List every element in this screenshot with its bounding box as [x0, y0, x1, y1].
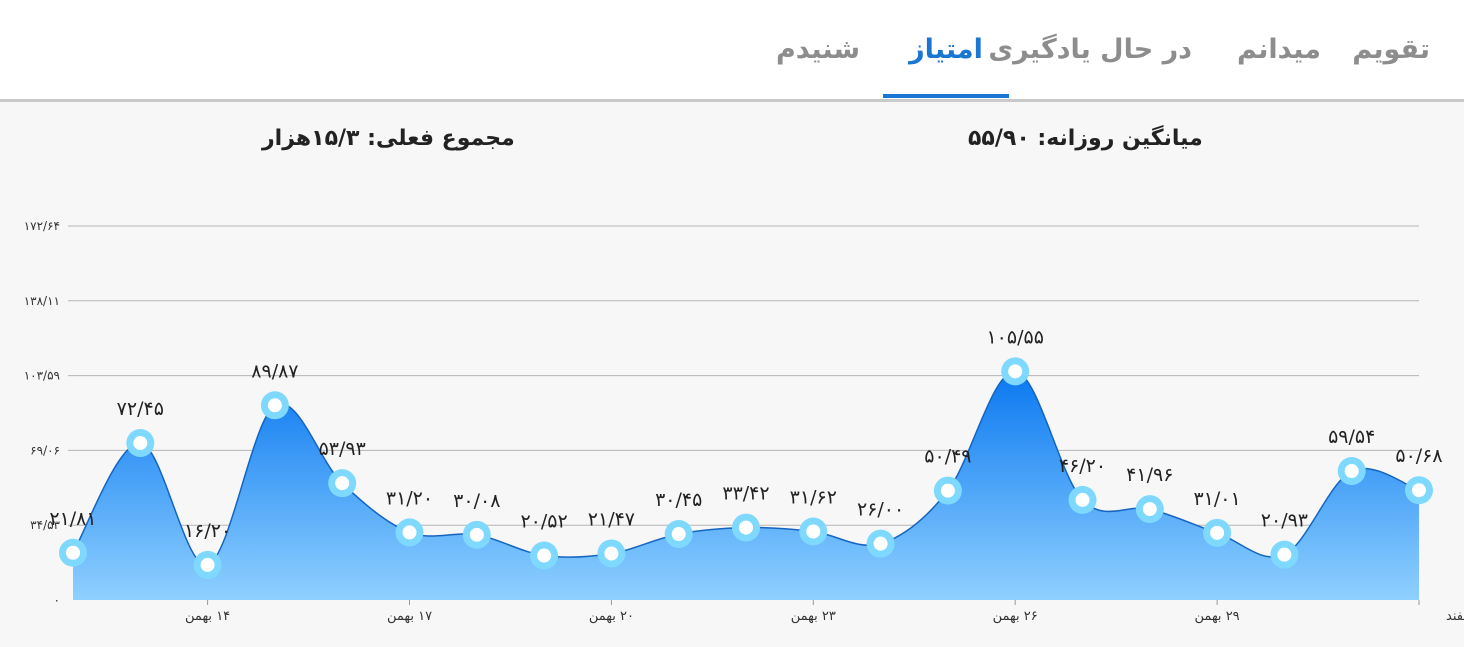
data-label: ۱۶/۲۰	[184, 520, 231, 542]
data-point-center	[200, 557, 215, 572]
data-point-center	[267, 398, 282, 413]
data-point-center	[402, 525, 417, 540]
data-label: ۵۰/۴۹	[924, 446, 971, 468]
data-label: ۲۱/۴۷	[588, 508, 635, 530]
y-tick-label: ۶۹/۰۶	[30, 443, 60, 457]
data-point-center	[940, 483, 955, 498]
data-label: ۲۶/۰۰	[857, 499, 904, 521]
tab-score[interactable]: امتیاز	[883, 22, 1009, 100]
daily-average: میانگین روزانه: ۵۵/۹۰	[968, 126, 1203, 151]
current-total: مجموع فعلی: ۱۵/۳هزار	[262, 126, 515, 151]
data-label: ۳۳/۴۲	[722, 483, 769, 505]
data-point-center	[335, 476, 350, 491]
data-point-center	[806, 524, 821, 539]
tab-i-know[interactable]: میدانم	[1237, 22, 1321, 100]
data-point-center	[671, 527, 686, 542]
x-tick-label: ۲ اسفند	[1446, 609, 1464, 624]
data-label: ۴۱/۹۶	[1126, 464, 1173, 486]
tab-calendar[interactable]: تقویم	[1352, 22, 1430, 100]
tab-underline	[883, 94, 1009, 98]
data-label: ۳۰/۴۵	[655, 489, 702, 511]
data-point-center	[1142, 502, 1157, 517]
data-point-center	[604, 546, 619, 561]
tab-learning[interactable]: در حال یادگیری	[988, 22, 1192, 100]
tab-divider	[0, 99, 1464, 102]
data-label: ۲۱/۸۱	[49, 508, 96, 530]
data-label: ۲۰/۹۳	[1261, 510, 1308, 532]
data-point-center	[1277, 547, 1292, 562]
y-tick-label: ۱۳۸/۱۱	[24, 294, 60, 308]
tab-score-label: امتیاز	[909, 34, 983, 65]
data-point-center	[66, 545, 80, 560]
score-panel: میانگین روزانه: ۵۵/۹۰ مجموع فعلی: ۱۵/۳هز…	[0, 102, 1464, 647]
data-label: ۱۰۵/۵۵	[986, 326, 1043, 348]
tab-i-know-label: میدانم	[1237, 34, 1321, 65]
data-point-center	[1075, 492, 1090, 507]
data-label: ۳۱/۰۱	[1193, 488, 1240, 510]
data-point-center	[739, 520, 753, 535]
x-tick-label: ۲۰ بهمن	[589, 609, 634, 624]
data-point-center	[873, 536, 888, 551]
data-label: ۳۱/۲۰	[386, 487, 433, 509]
tab-bar: تقویم میدانم در حال یادگیری امتیاز شنیدم	[0, 0, 1464, 100]
y-tick-label: ۱۷۲/۶۴	[24, 219, 60, 233]
data-label: ۵۰/۶۸	[1395, 445, 1442, 467]
x-tick-label: ۱۴ بهمن	[185, 609, 230, 624]
x-tick-label: ۲۶ بهمن	[993, 609, 1038, 624]
data-point-center	[1210, 525, 1225, 540]
data-label: ۴۶/۲۰	[1059, 455, 1106, 477]
data-point-center	[133, 436, 148, 451]
tab-learning-label: در حال یادگیری	[988, 34, 1192, 65]
data-label: ۷۲/۴۵	[117, 398, 164, 420]
data-label: ۲۰/۵۲	[520, 511, 567, 533]
tab-heard-label: شنیدم	[776, 34, 860, 65]
data-point-center	[1344, 464, 1359, 479]
data-label: ۳۱/۶۲	[790, 486, 837, 508]
tab-heard[interactable]: شنیدم	[776, 22, 860, 100]
y-tick-label: ۱۰۳/۵۹	[24, 369, 60, 383]
data-label: ۳۰/۰۸	[453, 490, 500, 512]
data-point-center	[469, 527, 484, 542]
y-tick-label: ۰	[54, 593, 60, 607]
data-point-center	[537, 548, 552, 563]
data-point-center	[1008, 364, 1023, 379]
x-tick-label: ۲۹ بهمن	[1195, 609, 1240, 624]
tab-calendar-label: تقویم	[1352, 34, 1430, 65]
score-chart: ۰ ۳۴/۵۳ ۶۹/۰۶ ۱۰۳/۵۹ ۱۳۸/۱۱ ۱۷۲/۶۴ ۲۱/۸۱ ۷۲/۴۵…	[24, 219, 1464, 624]
data-label: ۸۹/۸۷	[251, 360, 298, 382]
data-label: ۵۹/۵۴	[1328, 426, 1375, 448]
data-label: ۵۳/۹۳	[319, 438, 366, 460]
data-point-center	[1412, 483, 1426, 498]
x-tick-label: ۱۷ بهمن	[387, 609, 432, 624]
x-tick-label: ۲۳ بهمن	[791, 609, 836, 624]
y-tick-label: ۳۴/۵۳	[30, 518, 60, 532]
